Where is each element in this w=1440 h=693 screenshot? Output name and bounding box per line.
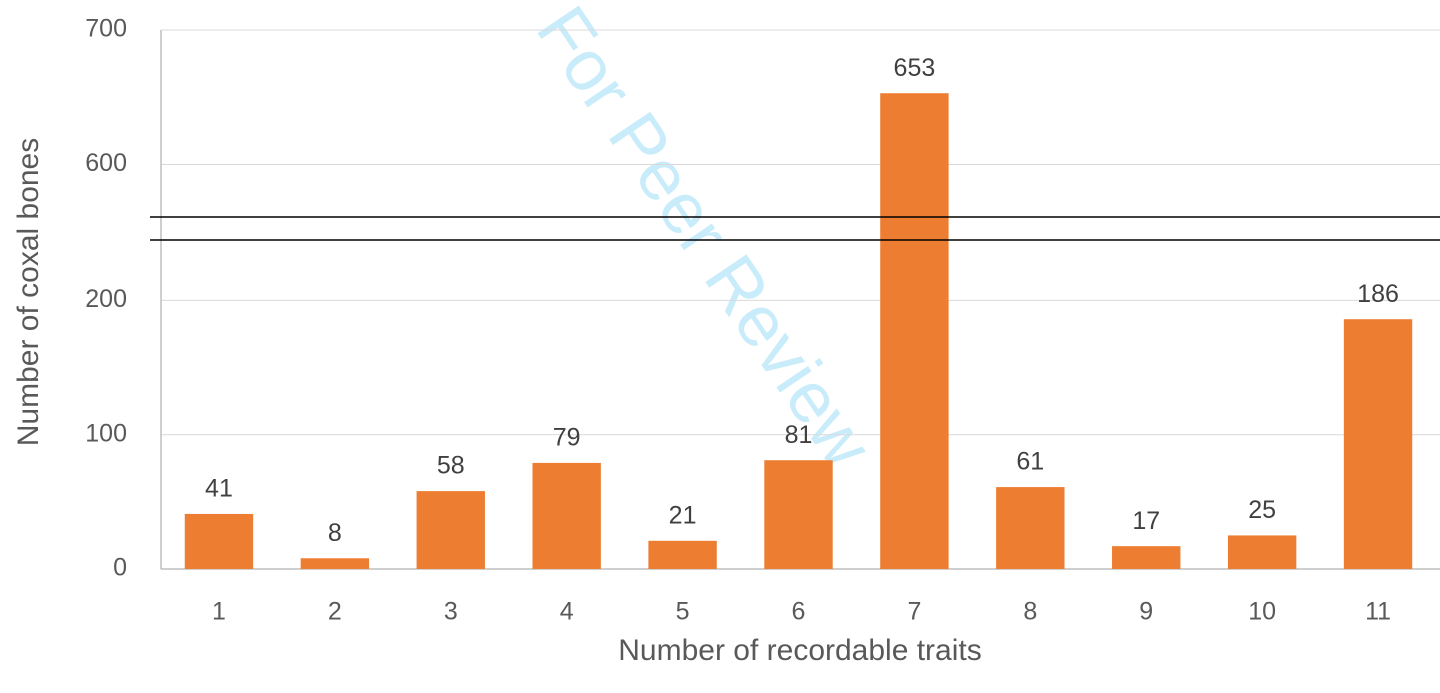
bar [416,491,485,569]
data-label: 186 [1357,280,1399,308]
data-label: 41 [205,475,233,503]
data-label: 8 [328,519,342,547]
x-tick-label: 2 [328,598,342,626]
data-label: 58 [437,452,465,480]
y-tick-label: 0 [113,554,127,582]
bar [300,558,370,569]
bar [764,460,833,569]
x-tick-label: 6 [792,598,806,626]
bar [1112,546,1181,569]
x-tick-label: 1 [212,598,226,626]
x-tick-label: 10 [1248,598,1276,626]
data-label: 25 [1248,496,1276,524]
data-label: 21 [669,501,697,529]
data-label: 61 [1016,448,1044,476]
y-tick-label: 700 [85,15,127,43]
bar [1343,319,1413,569]
x-tick-label: 8 [1023,598,1037,626]
bar [1227,535,1297,569]
x-tick-label: 9 [1139,598,1153,626]
x-tick-label: 4 [560,598,574,626]
x-tick-label: 11 [1365,598,1391,626]
data-label: 79 [553,424,581,452]
y-tick-label: 600 [85,149,127,177]
bar [184,513,254,569]
data-label: 17 [1132,507,1160,535]
data-label: 653 [894,54,936,82]
x-tick-label: 3 [444,598,458,626]
bar [996,487,1065,569]
bar [880,93,949,569]
x-tick-label: 7 [907,598,921,626]
y-tick-label: 100 [85,419,127,447]
y-axis-title: Number of coxal bones [12,138,45,447]
x-tick-label: 5 [676,598,690,626]
bar [648,540,717,569]
x-axis-title: Number of recordable traits [618,634,982,667]
y-tick-label: 200 [85,285,127,313]
watermark: For Peer Review [521,0,888,483]
bar [532,462,601,569]
data-label: 81 [785,421,813,449]
